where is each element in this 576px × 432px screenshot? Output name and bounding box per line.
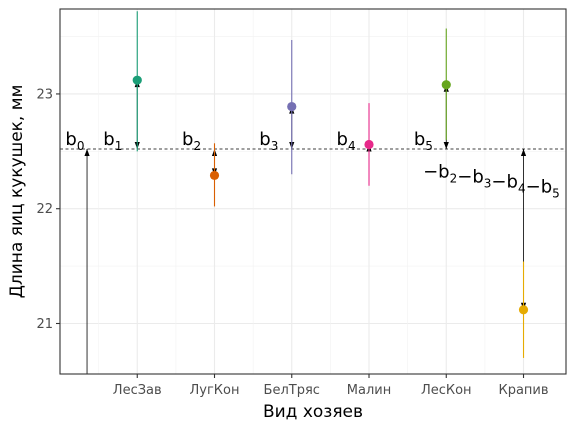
y-tick-label: 22 — [36, 202, 53, 217]
coefficient-label: b2 — [182, 129, 201, 153]
arrow-head-tail — [443, 142, 449, 150]
data-point-group — [287, 39, 297, 175]
y-axis-ticks: 21 22 23 — [36, 87, 60, 332]
y-tick-label: 23 — [36, 87, 53, 102]
arrow-head — [84, 149, 90, 157]
coefficient-label: b0 — [65, 129, 84, 153]
data-point — [364, 139, 374, 150]
data-point-group — [518, 261, 529, 358]
coefficient-label: b5 — [414, 129, 433, 153]
x-axis-title: Вид хозяев — [263, 402, 363, 422]
data-point-group — [209, 143, 220, 207]
x-axis-ticks: ЛесЗав ЛугКон БелТряс Малин ЛесКон Крапив — [113, 374, 549, 398]
data-point — [209, 170, 220, 181]
data-point — [287, 101, 297, 112]
data-point-group — [364, 103, 374, 186]
series-layer — [132, 11, 529, 358]
formula-label: −b2−b3−b4−b5 — [423, 161, 560, 200]
panel-border — [59, 8, 567, 375]
data-point-group — [132, 11, 142, 152]
x-tick-label: ЛесЗав — [113, 383, 162, 398]
y-tick-label: 21 — [36, 317, 53, 332]
coefficient-labels-layer: b0 b1 b2 b3 b4 b5 −b2−b3−b4−b5 — [65, 129, 559, 200]
x-tick-label: БелТряс — [264, 383, 320, 398]
y-axis-title: Длина яиц кукушек, мм — [7, 85, 27, 299]
data-point — [132, 75, 142, 85]
data-point — [518, 305, 529, 315]
arrow-head-tail — [520, 149, 527, 157]
x-tick-label: Крапив — [498, 383, 548, 398]
data-point — [441, 80, 451, 90]
x-tick-label: Малин — [347, 383, 391, 398]
coefficient-arrow — [84, 149, 90, 374]
x-tick-label: ЛесКон — [421, 383, 472, 398]
coefficient-label: b3 — [259, 129, 278, 153]
coefficient-label: b4 — [337, 129, 356, 153]
x-tick-label: ЛугКон — [190, 383, 240, 398]
data-point-group — [441, 28, 451, 140]
coefficient-label: b1 — [103, 129, 122, 153]
